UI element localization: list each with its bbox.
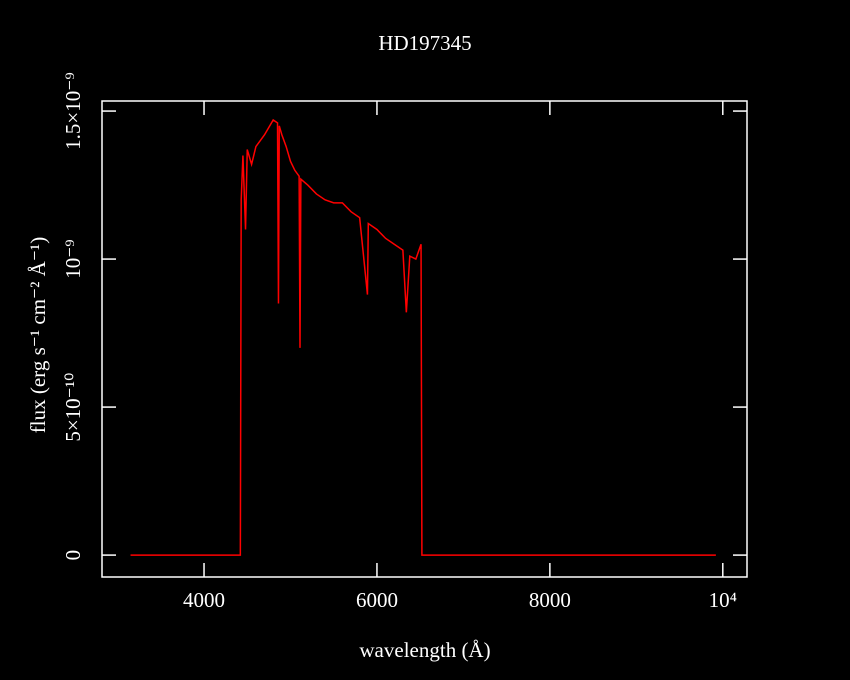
y-tick-label: 0	[61, 550, 85, 561]
plot-frame	[101, 100, 748, 578]
x-tick-label: 8000	[529, 588, 571, 612]
y-tick-label: 5×10⁻¹⁰	[61, 373, 85, 442]
x-axis-label: wavelength (Å)	[359, 638, 490, 662]
y-tick-label: 1.5×10⁻⁹	[61, 72, 85, 149]
x-tick-label: 6000	[356, 588, 398, 612]
x-tick-label: 4000	[183, 588, 225, 612]
x-tick-label: 10⁴	[709, 588, 737, 612]
y-tick-label: 10⁻⁹	[61, 239, 85, 278]
chart-title: HD197345	[378, 31, 471, 55]
y-axis-label: flux (erg s⁻¹ cm⁻² Å⁻¹)	[26, 237, 50, 433]
spectrum-line	[130, 118, 716, 556]
